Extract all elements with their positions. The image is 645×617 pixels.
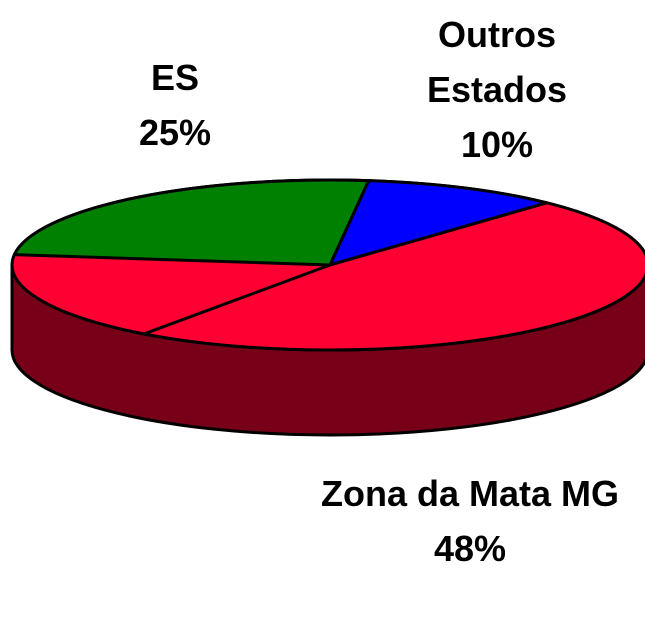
slice-value: 25% [138, 112, 212, 153]
slice-name: Zona da Mata MG [320, 473, 620, 514]
slice-label: Zona da Mata MG 48% [310, 466, 630, 576]
pie-slice [328, 179, 549, 267]
slice-label: ES 25% [55, 50, 295, 160]
slice-value: 10% [460, 124, 534, 165]
slice-name: Outros Estados [426, 14, 568, 110]
pie-slice [12, 178, 371, 267]
slice-label: Outros Estados 10% [377, 7, 617, 172]
slice-value: 48% [433, 528, 507, 569]
slice-name: ES [150, 57, 200, 98]
pie-slice [142, 201, 645, 352]
